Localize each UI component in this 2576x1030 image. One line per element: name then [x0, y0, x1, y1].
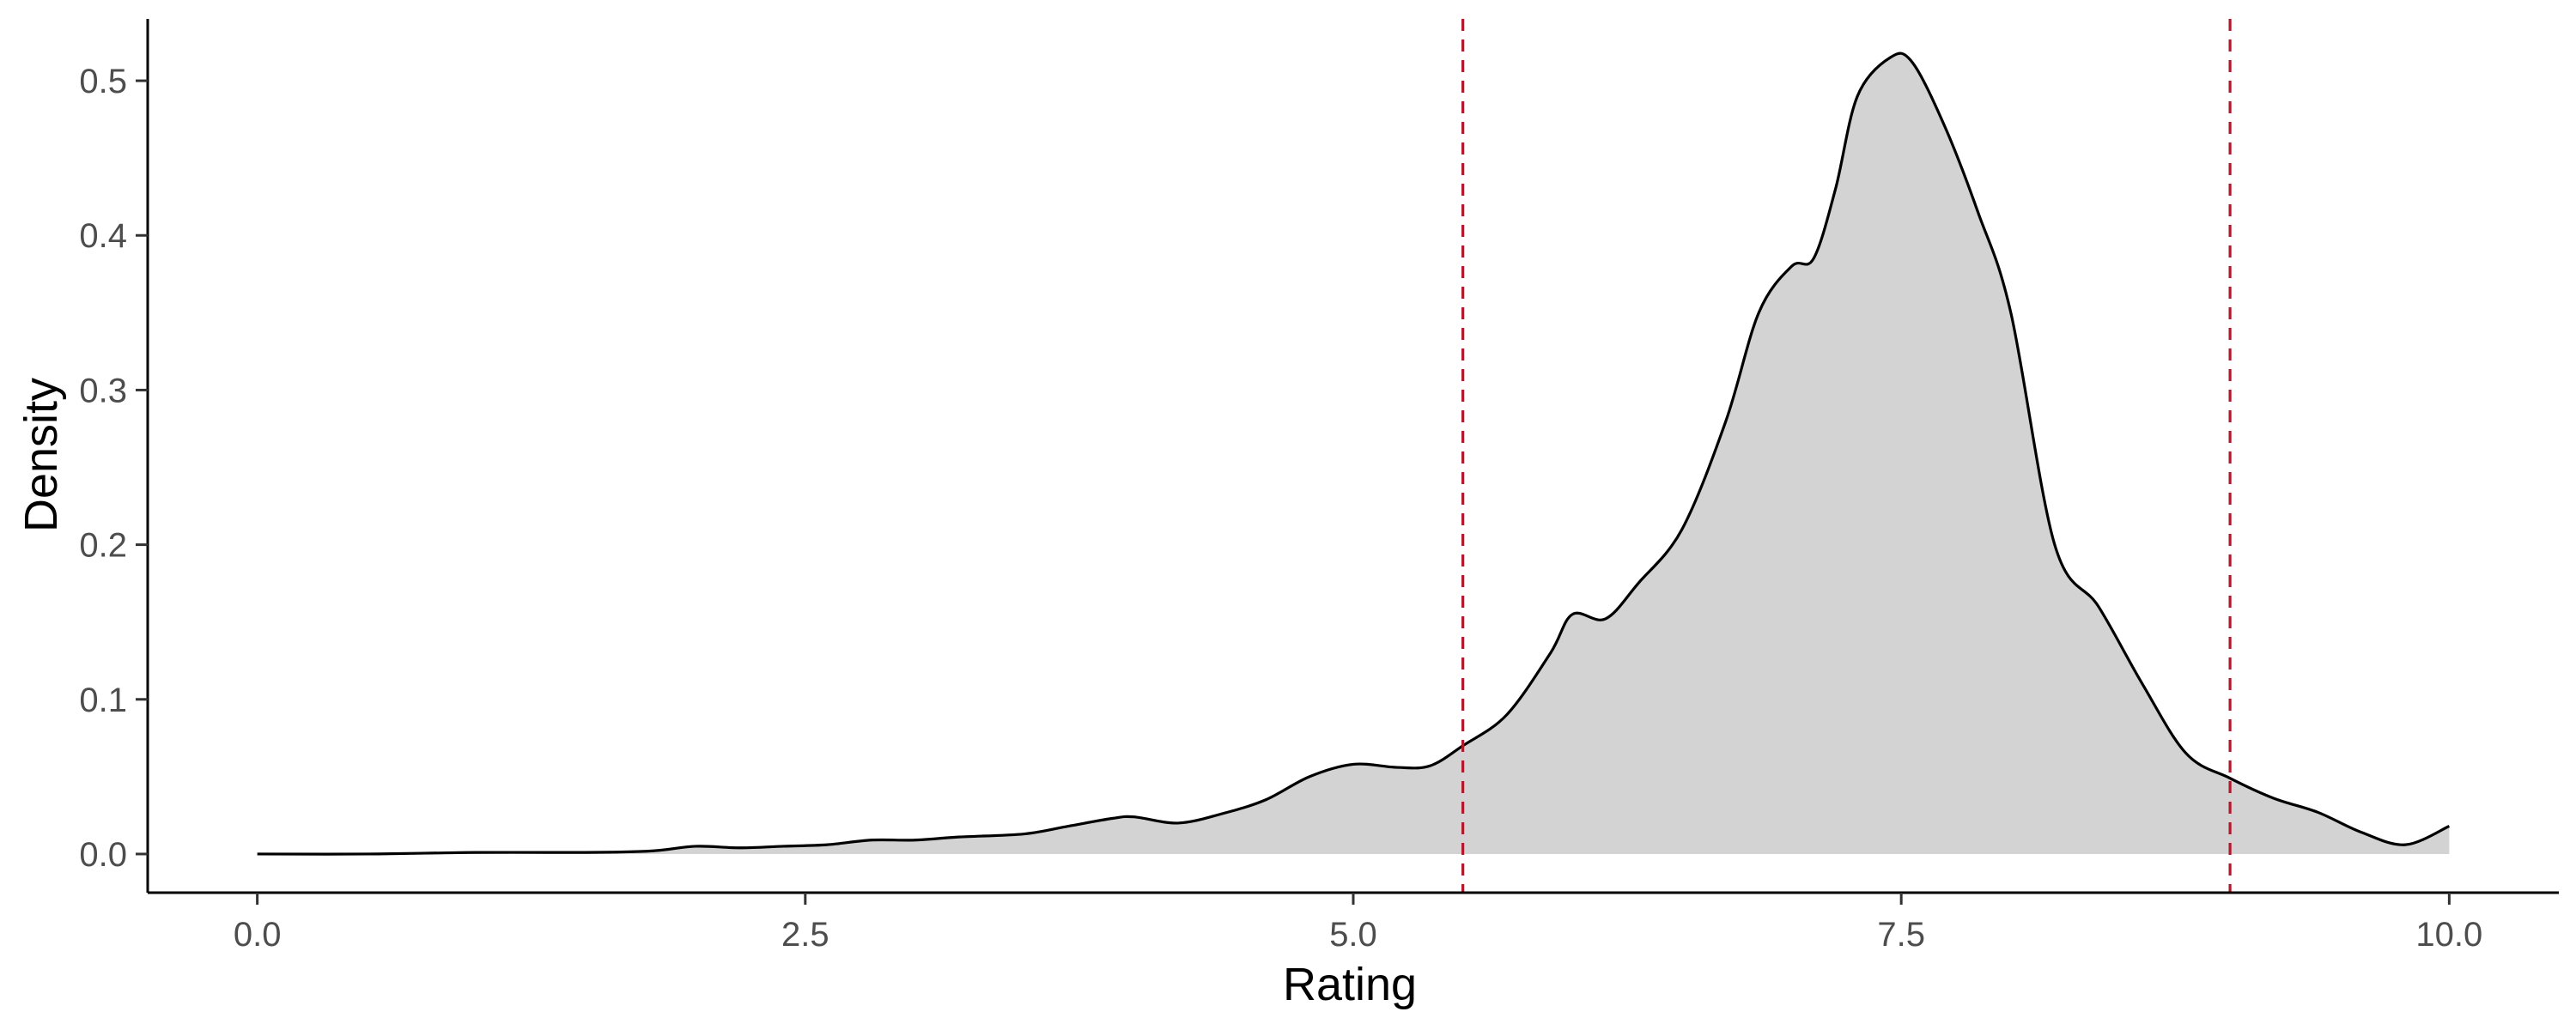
x-tick-label: 0.0 [234, 916, 282, 954]
axes: 0.0 2.5 5.0 7.5 10.0 0.0 0.1 0.2 0.3 0.4 0.5 [79, 19, 2559, 954]
x-axis-title: Rating [1283, 959, 1417, 1010]
y-axis-title: Density [15, 378, 67, 532]
y-tick-label: 0.4 [79, 217, 127, 255]
density-area [257, 53, 2450, 855]
x-tick-label: 5.0 [1329, 916, 1377, 954]
y-tick-label: 0.2 [79, 527, 127, 565]
y-tick-label: 0.3 [79, 372, 127, 409]
plot-area [257, 19, 2451, 893]
x-tick-label: 2.5 [781, 916, 829, 954]
density-curve [257, 52, 2451, 856]
x-tick-label: 10.0 [2415, 916, 2482, 954]
x-tick-label: 7.5 [1877, 916, 1925, 954]
y-tick-label: 0.0 [79, 836, 127, 874]
y-tick-label: 0.1 [79, 682, 127, 719]
y-tick-label: 0.5 [79, 63, 127, 100]
